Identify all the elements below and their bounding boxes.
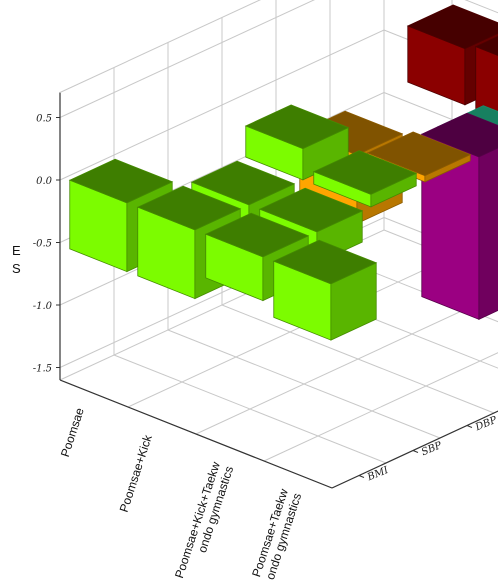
gridline-floor-i (331, 410, 498, 489)
bar-top-face (312, 150, 418, 195)
bar-tg-2 (420, 112, 498, 320)
outcome-label: BMI (365, 465, 391, 484)
bar-bmi-3 (272, 239, 378, 341)
bar-top-face (406, 4, 498, 50)
z-tick-label: 0.0 (36, 176, 53, 187)
outcome-tick-mark (412, 450, 419, 453)
z-tick-label: -1.0 (33, 301, 53, 312)
gridline-floor-j (113, 354, 387, 464)
bar-top-face (420, 112, 498, 158)
bars-layer (68, 4, 498, 341)
bar-top-face (258, 187, 364, 233)
bar-hdl-c-2 (474, 35, 498, 119)
box-top-back (59, 0, 261, 93)
z-tick-label: 0.5 (36, 114, 52, 125)
category-axis-line (59, 379, 333, 489)
bar-top-face (68, 158, 174, 204)
bar-top-face (136, 185, 242, 231)
bar-dbp-2 (312, 150, 418, 208)
gridline-z-back (59, 0, 315, 118)
bar-top-face (366, 131, 472, 177)
bar-top-face (272, 239, 378, 285)
bar-top-face (190, 160, 296, 206)
z-axis-label: S (12, 261, 21, 276)
bar-side-face (478, 147, 498, 320)
bar-bmi-0 (68, 158, 174, 273)
z-axis-label: E (12, 243, 21, 258)
outcome-label: DBP (473, 415, 498, 434)
gridline-z-side (383, 92, 498, 139)
z-tick-label: -0.5 (33, 239, 52, 250)
outcome-tick-mark (466, 425, 473, 428)
outcome-tick-mark (358, 475, 365, 478)
bar-front-face (475, 46, 498, 119)
outcome-axis-line (331, 410, 498, 489)
bar-dbp-1 (244, 104, 350, 181)
bar-top-face (204, 212, 310, 258)
category-label-line: Poomsae (58, 406, 87, 459)
category-label: Poomsae+Kick (117, 432, 155, 514)
bar-top-face (244, 104, 350, 150)
outcome-label: SBP (420, 440, 444, 458)
category-label-line: Poomsae+Kick (117, 432, 155, 514)
category-label: Poomsae (58, 406, 87, 459)
bar-top-face (474, 35, 498, 56)
gridline-floor-j (221, 304, 495, 414)
gridline-floor-j (167, 329, 441, 439)
z-tick-label: -1.5 (33, 364, 52, 375)
gridline-z-back (59, 29, 385, 181)
